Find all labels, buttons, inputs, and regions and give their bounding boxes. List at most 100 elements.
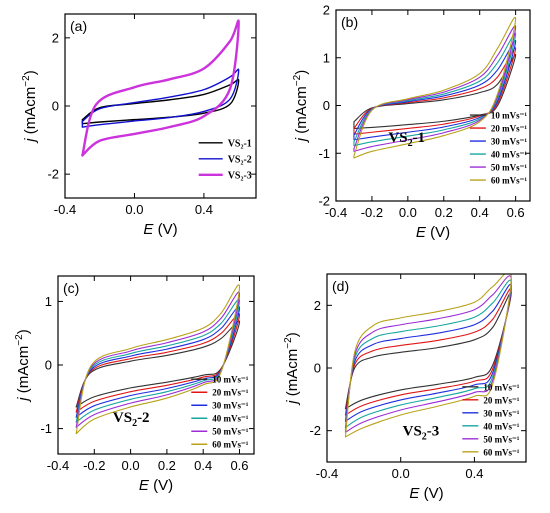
x-tick-label: 0.4: [195, 202, 213, 217]
y-tick-label: -2: [47, 167, 59, 182]
y-tick-label: 0: [45, 358, 52, 373]
y-tick-label: 2: [323, 3, 330, 18]
legend-label: 30 mVs⁻¹: [491, 137, 527, 147]
cv-curve-5: [344, 275, 512, 433]
sample-label: VS2-3: [403, 424, 440, 443]
cv-curve-6: [344, 274, 512, 438]
x-tick-label: -0.4: [54, 202, 76, 217]
legend: 10 mVs⁻¹ 20 mVs⁻¹ 30 mVs⁻¹ 40 mVs⁻¹ 50 mVs⁻¹…: [191, 375, 249, 450]
y-axis-label: j (mAcm−2): [283, 332, 301, 405]
y-tick-label: -2: [318, 194, 330, 209]
curves: [75, 284, 241, 435]
x-tick-label: 0.4: [471, 205, 489, 220]
legend-label: VS₂-1: [228, 138, 252, 149]
y-tick-label: 0: [314, 361, 321, 376]
y-tick-label: 0: [323, 98, 330, 113]
x-tick-label: 0.6: [507, 205, 525, 220]
curves: [81, 19, 240, 157]
cv-curve-2: [353, 47, 517, 135]
x-tick-label: 0.4: [194, 458, 212, 473]
legend-label: 40 mVs⁻¹: [483, 421, 519, 431]
legend-label: 60 mVs⁻¹: [491, 176, 527, 186]
cv-curve-3: [344, 283, 512, 422]
y-tick-label: 2: [52, 30, 59, 45]
cv-curve-3: [81, 19, 240, 157]
x-tick-label: 0.0: [399, 205, 417, 220]
panel-letter: (b): [341, 14, 358, 30]
panel-letter: (d): [332, 278, 349, 294]
legend: 10 mVs⁻¹ 20 mVs⁻¹ 30 mVs⁻¹ 40 mVs⁻¹ 50 mVs⁻¹…: [469, 111, 527, 186]
cv-curve-2: [81, 68, 240, 128]
legend-label: 20 mVs⁻¹: [212, 388, 248, 398]
x-tick-label: 0.0: [392, 466, 410, 481]
cv-curve-4: [344, 279, 512, 429]
cv-curve-5: [75, 291, 241, 428]
legend-label: 60 mVs⁻¹: [483, 447, 519, 457]
cv-curve-4: [353, 32, 517, 147]
cv-curve-2: [75, 313, 241, 413]
x-tick-label: 0.4: [465, 466, 483, 481]
sample-label: VS2-1: [388, 130, 425, 149]
legend-label: 20 mVs⁻¹: [491, 124, 527, 134]
cv-curve-1: [344, 291, 512, 410]
chart-panel-b: -0.4 -0.2 0.0 0.2 0.4 0.6 -2 -1 0 1 2 E (V) j (mAcm−…: [292, 3, 531, 241]
cv-curve-1: [81, 78, 240, 125]
legend-label: 50 mVs⁻¹: [483, 434, 519, 444]
x-tick-label: 0.6: [230, 458, 248, 473]
curves: [344, 274, 512, 438]
chart-panel-c: -0.4 -0.2 0.0 0.2 0.4 0.6 -1 0 1 E (V) j (mAcm−2) (…: [14, 275, 255, 494]
cv-curve-1: [75, 320, 241, 408]
panel-letter: (a): [70, 18, 87, 34]
y-tick-label: -2: [309, 423, 321, 438]
x-axis-label: E (V): [143, 221, 177, 238]
chart-panel-d: -0.4 0.0 0.4 -2 0 2 E (V) j (mAcm−2) (d) VS2-3 10 …: [283, 273, 527, 502]
cv-curve-1: [353, 54, 517, 129]
curves: [353, 16, 517, 159]
legend-label: 50 mVs⁻¹: [212, 427, 248, 437]
cv-curve-6: [75, 284, 241, 435]
y-tick-label: 1: [323, 50, 330, 65]
x-axis-label: E (V): [139, 477, 173, 494]
x-axis-label: E (V): [416, 224, 450, 241]
legend-label: 10 mVs⁻¹: [483, 382, 519, 392]
x-tick-label: -0.4: [316, 466, 338, 481]
legend-label: 10 mVs⁻¹: [212, 375, 248, 385]
x-tick-label: 0.2: [158, 458, 176, 473]
x-tick-label: -0.4: [325, 205, 347, 220]
x-tick-label: 0.0: [125, 202, 143, 217]
legend-label: 40 mVs⁻¹: [212, 414, 248, 424]
legend-label: VS₂-2: [228, 154, 252, 165]
y-tick-label: -1: [40, 421, 52, 436]
x-tick-label: -0.2: [83, 458, 105, 473]
legend-label: 30 mVs⁻¹: [212, 401, 248, 411]
x-tick-label: 0.0: [122, 458, 140, 473]
legend-label: 60 mVs⁻¹: [212, 440, 248, 450]
legend-label: 10 mVs⁻¹: [491, 111, 527, 121]
legend: VS₂-1 VS₂-2 VS₂-3: [198, 138, 252, 181]
cv-curve-3: [353, 39, 517, 141]
legend-label: 50 mVs⁻¹: [491, 163, 527, 173]
y-tick-label: 1: [45, 294, 52, 309]
y-axis-label: j (mAcm−2): [21, 70, 39, 143]
y-tick-label: 0: [52, 99, 59, 114]
y-tick-label: -1: [318, 146, 330, 161]
y-tick-label: 2: [314, 298, 321, 313]
cv-curve-2: [344, 287, 512, 416]
legend-label: VS₂-3: [228, 170, 252, 181]
x-axis-label: E (V): [409, 485, 443, 502]
legend-label: 20 mVs⁻¹: [483, 395, 519, 405]
x-tick-label: 0.2: [435, 205, 453, 220]
y-axis-label: j (mAcm−2): [292, 70, 310, 143]
x-tick-label: -0.2: [361, 205, 383, 220]
cv-curve-5: [353, 25, 517, 152]
legend: 10 mVs⁻¹ 20 mVs⁻¹ 30 mVs⁻¹ 40 mVs⁻¹ 50 mVs⁻¹…: [462, 382, 520, 457]
sample-label: VS2-2: [113, 410, 150, 429]
cv-curve-6: [353, 16, 517, 159]
legend-label: 30 mVs⁻¹: [483, 408, 519, 418]
panel-letter: (c): [63, 280, 79, 296]
legend-label: 40 mVs⁻¹: [491, 150, 527, 160]
y-axis-label: j (mAcm−2): [14, 329, 32, 402]
cv-curve-4: [75, 298, 241, 423]
